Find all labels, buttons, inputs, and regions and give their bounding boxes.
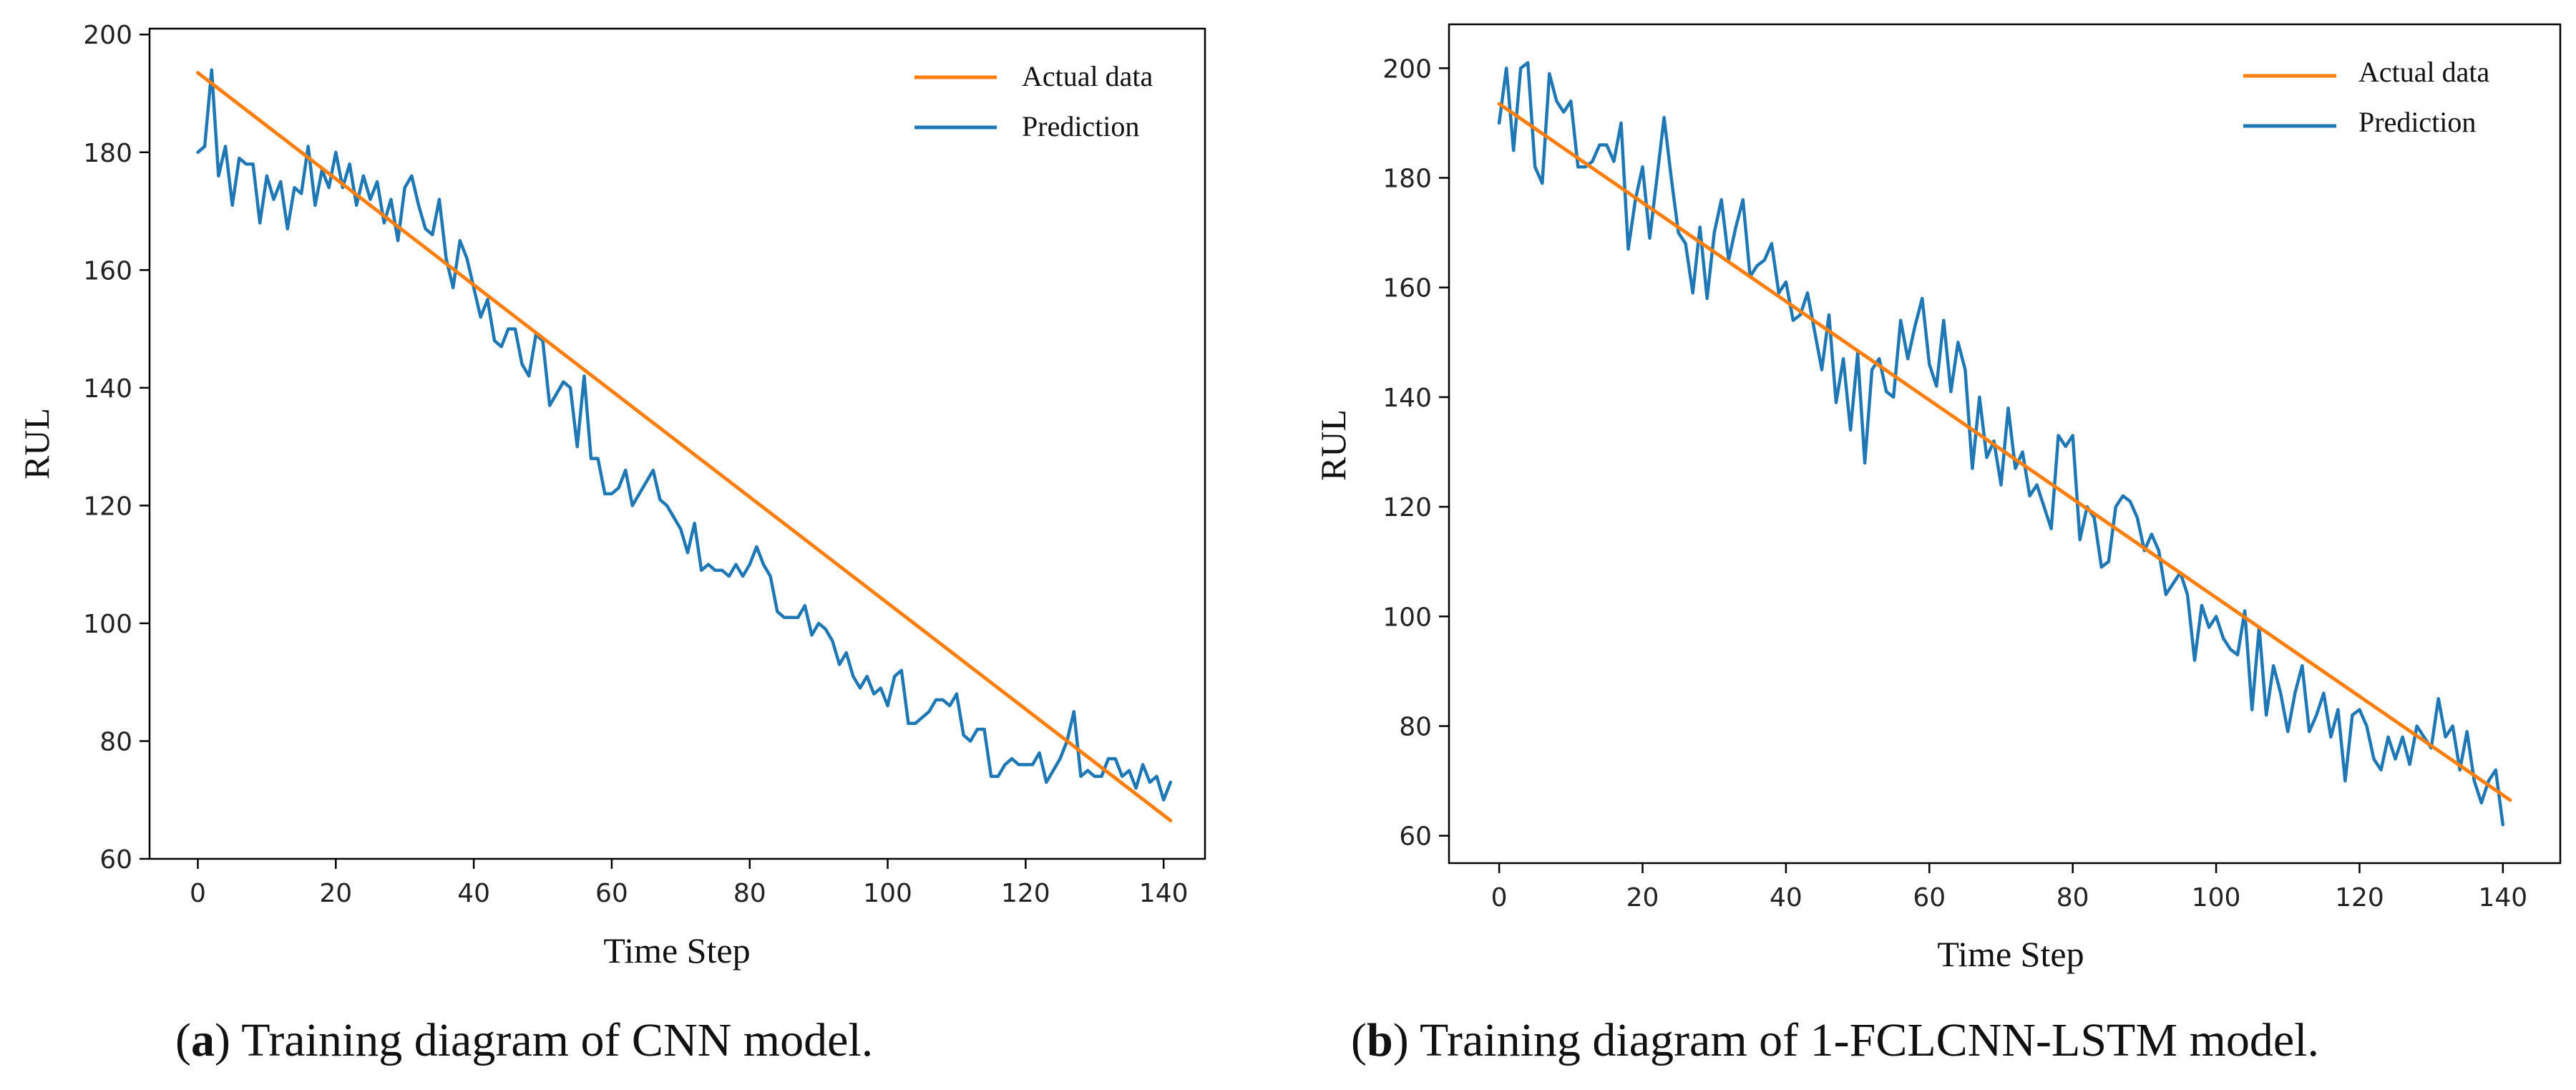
x-axis-ticks-a: 0 20 40 60 80 100 120 140 [190,859,1189,908]
y-tick-label: 160 [1382,274,1432,303]
legend-label-actual-b: Actual data [2358,56,2489,88]
series-lines-b [1497,61,2512,827]
chart-b: 60 80 100 120 140 160 180 200 0 20 40 60 80 100 120 14… [1313,23,2562,1066]
plot-frame-b [1448,23,2562,865]
y-tick-label: 180 [1382,164,1432,193]
y-tick-label: 100 [83,610,132,639]
caption-letter-a: a [191,1014,215,1066]
y-tick-label: 60 [1399,822,1432,852]
y-tick-label: 80 [99,727,132,756]
x-tick-label: 40 [457,879,490,908]
prediction-line-a [196,68,1173,802]
x-tick-label: 40 [1770,883,1802,913]
y-tick-label: 200 [1382,54,1432,84]
x-tick-label: 20 [319,879,352,908]
x-axis-ticks-b: 0 20 40 60 80 100 120 140 [1491,863,2527,913]
plot-frame-a [148,27,1206,860]
y-axis-ticks-a: 60 80 100 120 140 160 180 200 [83,21,150,875]
actual-data-line-b [1497,102,2512,802]
y-tick-label: 160 [83,256,132,286]
x-tick-label: 80 [2057,883,2089,913]
y-axis-ticks-b: 60 80 100 120 140 160 180 200 [1382,54,1449,852]
caption-text-b: ) Training diagram of 1-FCLCNN-LSTM mode… [1393,1014,2319,1066]
chart-a: 60 80 100 120 140 160 180 200 0 20 40 60 80 100 120 14… [16,21,1206,1066]
caption-a: (a) Training diagram of CNN model. [175,1014,873,1066]
x-axis-title-b: Time Step [1937,934,2084,974]
prediction-line-b [1497,61,2505,827]
x-tick-label: 80 [733,879,766,908]
y-tick-label: 200 [83,21,132,50]
legend-label-actual-a: Actual data [1022,60,1153,92]
x-tick-label: 120 [1001,879,1050,908]
caption-b: (b) Training diagram of 1-FCLCNN-LSTM mo… [1351,1014,2319,1066]
legend-label-prediction-b: Prediction [2358,106,2476,138]
y-tick-label: 140 [83,374,132,404]
y-tick-label: 120 [1382,493,1432,522]
x-tick-label: 20 [1626,883,1659,913]
x-tick-label: 140 [1139,879,1189,908]
actual-data-line-a [196,71,1173,822]
x-axis-title-a: Time Step [603,930,750,970]
series-lines-a [196,68,1173,822]
y-tick-label: 60 [99,845,132,875]
x-tick-label: 140 [2478,883,2527,913]
x-tick-label: 120 [2335,883,2384,913]
y-axis-title-b: RUL [1313,409,1353,481]
x-tick-label: 100 [2192,883,2241,913]
x-tick-label: 100 [863,879,912,908]
y-tick-label: 140 [1382,384,1432,413]
x-tick-label: 0 [190,879,206,908]
x-tick-label: 60 [595,879,628,908]
x-tick-label: 0 [1491,883,1508,913]
y-tick-label: 80 [1399,712,1432,741]
y-axis-title-a: RUL [16,408,57,480]
legend-label-prediction-a: Prediction [1022,110,1139,142]
legend-b: Actual data Prediction [2243,56,2489,138]
caption-open-b: ( [1351,1014,1367,1066]
x-tick-label: 60 [1913,883,1946,913]
y-tick-label: 100 [1382,603,1432,632]
caption-open-a: ( [175,1014,191,1066]
y-tick-label: 180 [83,139,132,168]
caption-letter-b: b [1367,1014,1393,1066]
legend-a: Actual data Prediction [914,60,1153,142]
y-tick-label: 120 [83,492,132,521]
caption-text-a: ) Training diagram of CNN model. [215,1014,873,1066]
